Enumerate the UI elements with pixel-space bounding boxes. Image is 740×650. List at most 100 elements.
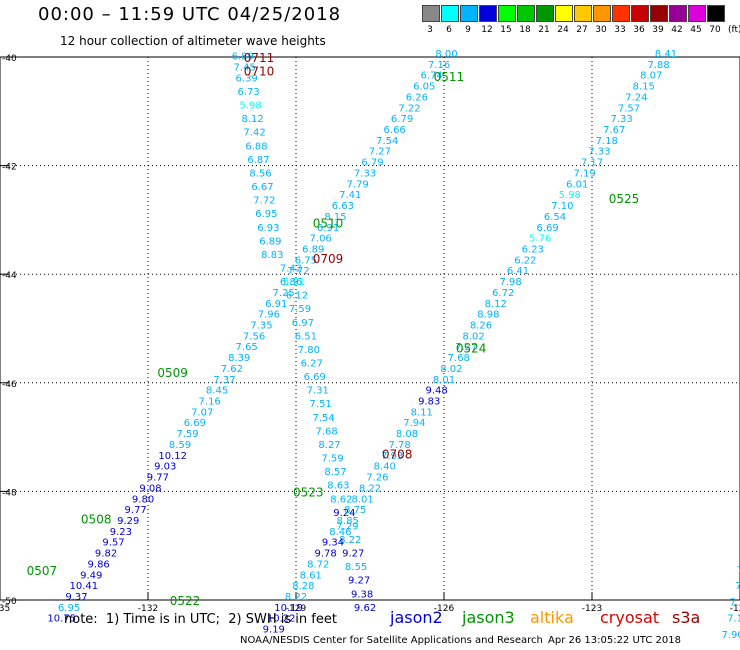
swh-value: 8.63: [327, 481, 349, 492]
pass-time-label: 0524: [456, 342, 487, 356]
swh-value: 5.98: [239, 101, 261, 112]
swh-value: 7.80: [298, 345, 320, 356]
swh-value: 7.22: [398, 103, 420, 114]
scale-label: 3: [427, 25, 433, 35]
scale-label: 24: [557, 25, 569, 35]
lat-label: -40: [2, 54, 17, 64]
swh-value: 6.27: [301, 359, 323, 370]
scale-label: 27: [576, 25, 588, 35]
swh-value: 7.27: [455, 342, 477, 353]
swh-value: 7.59: [176, 429, 198, 440]
swh-value: 7.57: [618, 103, 640, 114]
swh-value: 9.34: [322, 538, 344, 549]
scale-swatch: [631, 5, 649, 22]
lat-label: -44: [2, 271, 17, 281]
swh-value: 6.91: [317, 223, 339, 234]
swh-value: 8.72: [307, 559, 329, 570]
scale-swatch: [441, 5, 459, 22]
swh-value: 6.12: [286, 291, 308, 302]
pass-time-label: 0711: [244, 51, 275, 65]
swh-value: 6.89: [302, 244, 324, 255]
swh-value: 6.67: [251, 182, 273, 193]
scale-swatch: [479, 5, 497, 22]
swh-value: 7.68: [315, 426, 337, 437]
scale-label: 33: [614, 25, 626, 35]
swh-value: 8.59: [169, 440, 191, 451]
scale-label: 15: [500, 25, 512, 35]
swh-value: 7.56: [243, 331, 265, 342]
scale-label: 45: [690, 25, 702, 35]
swh-value: 7.: [735, 581, 740, 592]
swh-value: 8.39: [228, 353, 250, 364]
swh-value: 7.41: [339, 190, 361, 201]
swh-value: 9.82: [95, 549, 117, 560]
scale-swatch: [536, 5, 554, 22]
swh-value: 7.19: [573, 168, 595, 179]
swh-value: 6.69: [184, 418, 206, 429]
scale-label: 12: [481, 25, 493, 35]
swh-value: 9.27: [348, 576, 370, 587]
swh-value: 6.54: [544, 212, 566, 223]
swh-value: 8.12: [241, 114, 263, 125]
swh-value: 7.24: [625, 92, 647, 103]
map-frame: [0, 56, 740, 601]
pass-time-label: 0525: [609, 192, 640, 206]
scale-swatch: [460, 5, 478, 22]
scale-label: 9: [465, 25, 471, 35]
swh-value: 6.05: [413, 82, 435, 93]
swh-value: 6.26: [406, 92, 428, 103]
swh-value: 6.22: [514, 255, 536, 266]
lon-label: -135: [0, 604, 10, 614]
swh-value: 9.83: [418, 397, 440, 408]
swh-value: 10.19: [274, 603, 303, 614]
swh-value: 8.55: [345, 562, 367, 573]
swh-value: 7.29: [336, 521, 358, 532]
swh-value: 9.24: [333, 508, 355, 519]
pass-time-label: 0523: [293, 485, 324, 499]
swh-value: 8.75: [344, 505, 366, 516]
scale-swatch: [650, 5, 668, 22]
swh-value: 7.26: [366, 473, 388, 484]
swh-value: 6.93: [257, 223, 279, 234]
swh-value: 7.06: [310, 234, 332, 245]
pass-time-label: 0522: [170, 594, 201, 608]
swh-value: 6.95: [58, 603, 80, 614]
swh-value: 8.02: [440, 364, 462, 375]
swh-value: 7.59: [289, 304, 311, 315]
scale-swatch: [422, 5, 440, 22]
swh-value: 7.45: [234, 63, 256, 74]
footer-note: note: 1) Time is in UTC; 2) SWH is in fe…: [64, 612, 337, 627]
scale-label: 18: [519, 25, 531, 35]
swh-value: 6.79: [391, 114, 413, 125]
swh-value: 8.45: [206, 386, 228, 397]
swh-value: 8.41: [655, 49, 677, 60]
lon-label: -126: [434, 604, 455, 614]
lat-label: -50: [2, 597, 17, 607]
swh-value: 8.83: [261, 250, 283, 261]
swh-value: 8.46: [329, 527, 351, 538]
swh-value: 7.54: [312, 413, 334, 424]
swh-value: 10.12: [158, 451, 187, 462]
swh-value: 6.51: [295, 331, 317, 342]
swh-value: 9.49: [80, 570, 102, 581]
swh-value: 7.54: [376, 136, 398, 147]
swh-value: 8.22: [339, 535, 361, 546]
color-scale-unit: (ft): [728, 25, 740, 35]
swh-value: 8.12: [485, 299, 507, 310]
lat-label: -46: [2, 380, 17, 390]
generation-timestamp: Apr 26 13:05:22 UTC 2018: [548, 635, 681, 646]
swh-value: 10.41: [70, 581, 99, 592]
swh-value: 7.33: [610, 114, 632, 125]
swh-value: 9.78: [314, 549, 336, 560]
swh-value: 7.96: [258, 310, 280, 321]
lat-label: -42: [2, 163, 17, 173]
swh-value: 7.10: [551, 201, 573, 212]
swh-value: 9.03: [154, 462, 176, 473]
pass-time-label: 0509: [157, 366, 188, 380]
swh-value: 7.93: [381, 451, 403, 462]
swh-value: 6.88: [245, 141, 267, 152]
swh-value: 8.15: [324, 212, 346, 223]
legend-cryosat: cryosat: [600, 608, 660, 627]
swh-value: 9.27: [342, 549, 364, 560]
scale-swatch: [555, 5, 573, 22]
